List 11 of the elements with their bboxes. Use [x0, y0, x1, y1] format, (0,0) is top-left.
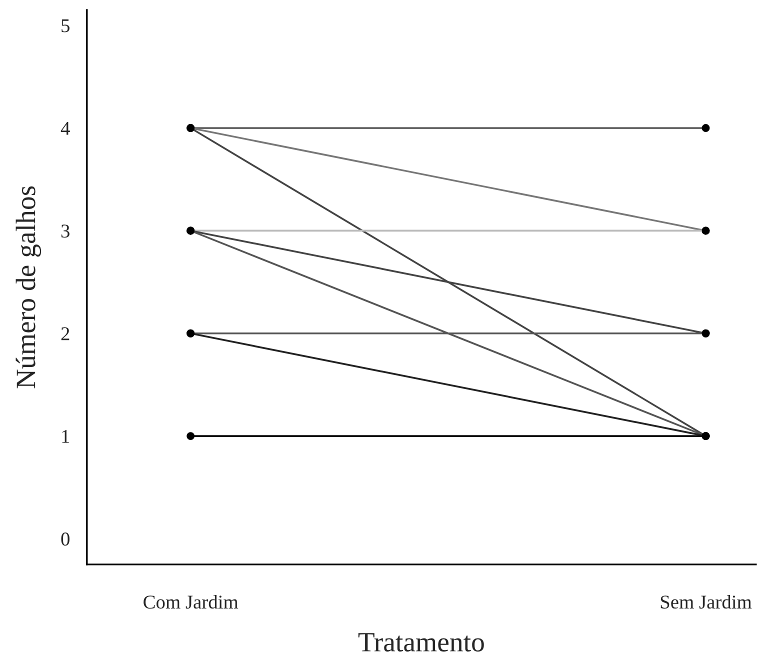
x-tick-label: Sem Jardim [660, 594, 752, 609]
y-tick-label: 3 [61, 224, 70, 238]
x-tick-label: Com Jardim [144, 594, 238, 609]
y-tick-label: 0 [61, 532, 70, 546]
y-tick-label: 2 [61, 327, 70, 340]
y-tick-label: 4 [60, 122, 70, 135]
x-axis-title: Tratamento [358, 633, 484, 652]
y-tick-label: 5 [62, 19, 70, 32]
point [186, 432, 195, 440]
y-tick-label: 1 [62, 430, 70, 443]
y-axis-title: Número de galhos [16, 186, 42, 388]
